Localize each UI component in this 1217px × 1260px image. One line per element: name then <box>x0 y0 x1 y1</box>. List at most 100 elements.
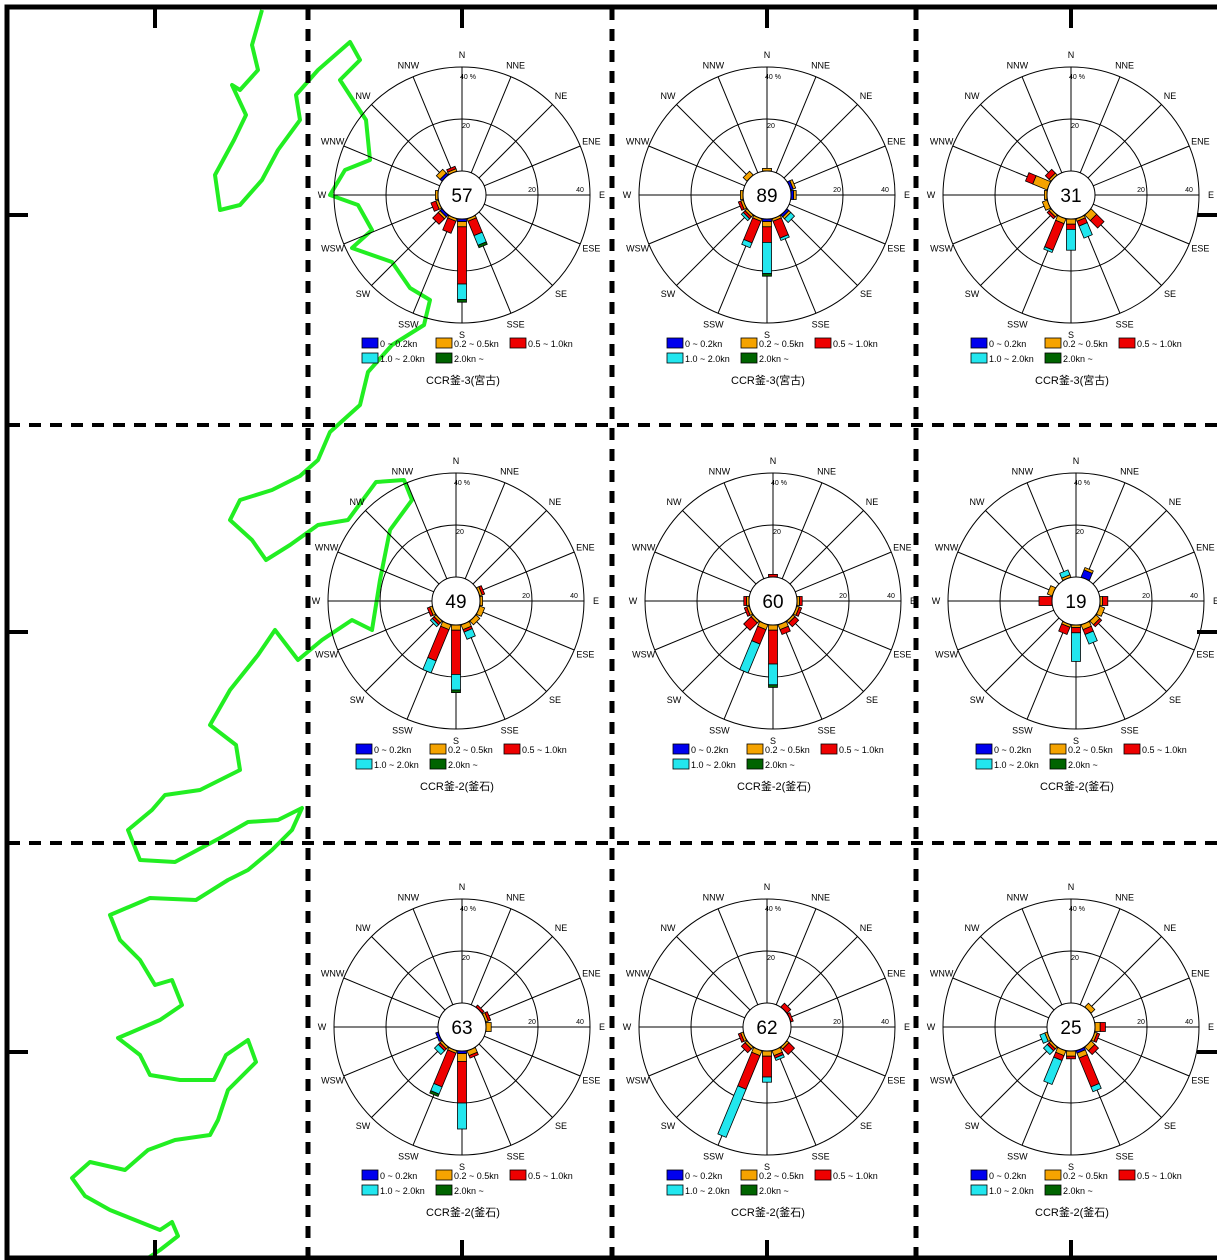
petal-S-bin2 <box>451 624 461 631</box>
ring-label: 20 <box>1137 1019 1145 1026</box>
direction-label-ENE: ENE <box>887 968 906 978</box>
petal-S-bin5 <box>768 684 778 688</box>
ring-label: 20 <box>1071 123 1079 130</box>
direction-label-SSW: SSW <box>1007 319 1028 329</box>
petal-SW-bin3 <box>740 1042 752 1054</box>
petal-SE-bin3 <box>782 1042 796 1056</box>
spoke-NW <box>371 936 446 1011</box>
spoke-NNW <box>1026 482 1068 580</box>
petal-WSW-bin4 <box>1039 1032 1049 1044</box>
calm-value: 57 <box>451 186 472 207</box>
spoke-NNE <box>775 908 817 1006</box>
coastline-path <box>70 9 432 1260</box>
petal-S-bin2 <box>768 624 778 631</box>
spoke-NW <box>676 936 751 1011</box>
petal-NW-bin3 <box>1044 168 1056 180</box>
petal-E-bin3 <box>1099 1022 1106 1032</box>
spoke-WNW <box>343 145 441 187</box>
direction-label-W: W <box>312 596 321 606</box>
calm-circle <box>742 170 792 220</box>
legend-label-4: 1.0 ~ 2.0kn <box>380 1186 425 1196</box>
direction-label-WSW: WSW <box>930 1076 953 1086</box>
legend-swatch-3 <box>1118 1169 1136 1181</box>
petal-S-bin3 <box>762 1055 772 1078</box>
direction-label-ENE: ENE <box>887 136 906 146</box>
petal-NNW-bin3 <box>446 165 457 173</box>
wind-rose-6: N NNE NE ENE E ESE SE SSE S SSW SW WSW W WNW NW NNW 20 20… <box>932 456 1217 793</box>
legend-swatch-2 <box>1049 743 1067 755</box>
petal-SSE-bin4 <box>1078 222 1093 239</box>
petal-W-bin3 <box>743 596 747 606</box>
map-grid-frame <box>4 4 1217 1260</box>
legend-label-3: 0.5 ~ 1.0kn <box>528 1171 573 1181</box>
wind-rose-7: N NNE NE ENE E ESE SE SSE S SSW SW WSW W WNW NW NNW 20 20… <box>318 882 605 1219</box>
petal-SSW-bin3 <box>427 625 450 662</box>
petal-SSW-bin3 <box>737 1051 761 1090</box>
panel-caption: CCR釜-3(宮古) <box>731 373 805 387</box>
wind-rose-panels: NNNENEENEEESESESSESSSWSWWSWWWNWNWNNW2020… <box>312 50 1217 1219</box>
legend-swatch-4 <box>666 352 684 364</box>
spoke-SE <box>1092 617 1167 692</box>
direction-label-N: N <box>459 50 466 60</box>
legend-label-4: 1.0 ~ 2.0kn <box>691 760 736 770</box>
petal-SSW-bin3 <box>433 1049 457 1088</box>
spoke-NW <box>371 104 446 179</box>
direction-label-SSE: SSE <box>818 725 836 735</box>
spoke-NE <box>783 104 858 179</box>
direction-label-E: E <box>599 1022 605 1032</box>
legend-label-1: 0 ~ 0.2kn <box>685 1171 722 1181</box>
petal-S-bin2 <box>457 1053 467 1062</box>
ring-label: 20 <box>1071 955 1079 962</box>
direction-label-NNE: NNE <box>506 61 525 71</box>
direction-label-S: S <box>453 736 459 746</box>
direction-label-NE: NE <box>555 923 568 933</box>
petal-SSW-bin4 <box>717 1085 747 1138</box>
direction-label-SSW: SSW <box>1012 725 1033 735</box>
petal-S-bin2 <box>1066 1050 1076 1057</box>
wind-rose-4: N NNE NE ENE E ESE SE SSE S SSW SW WSW W WNW NW NNW 20 20… <box>312 456 599 793</box>
direction-label-NW: NW <box>661 923 676 933</box>
legend-swatch-3 <box>814 337 832 349</box>
direction-label-SW: SW <box>350 695 365 705</box>
spoke-ENE <box>483 977 581 1019</box>
ring-label: 20 <box>462 955 470 962</box>
direction-label-SSW: SSW <box>1007 1151 1028 1161</box>
direction-label-SSE: SSE <box>1121 725 1139 735</box>
spoke-NW <box>980 104 1055 179</box>
ring-label: 20 <box>839 593 847 600</box>
legend-label-3: 0.5 ~ 1.0kn <box>833 339 878 349</box>
direction-label-N: N <box>1068 882 1075 892</box>
direction-label-NNE: NNE <box>811 61 830 71</box>
spoke-WNW <box>952 977 1050 1019</box>
direction-label-SSE: SSE <box>1116 1151 1134 1161</box>
direction-label-NNW: NNW <box>398 61 420 71</box>
spoke-ENE <box>1092 977 1190 1019</box>
panel-caption: CCR釜-2(釜石) <box>731 1205 805 1219</box>
legend-swatch-1 <box>361 337 379 349</box>
spoke-WSW <box>952 1035 1050 1077</box>
legend-swatch-5 <box>1049 758 1067 770</box>
direction-label-ESE: ESE <box>1191 1076 1209 1086</box>
legend-label-4: 1.0 ~ 2.0kn <box>685 354 730 364</box>
direction-label-WNW: WNW <box>321 968 345 978</box>
direction-label-NNW: NNW <box>1007 61 1029 71</box>
direction-label-SSW: SSW <box>398 1151 419 1161</box>
legend-swatch-4 <box>975 758 993 770</box>
direction-label-SSW: SSW <box>703 1151 724 1161</box>
petal-SW-bin4 <box>1042 1043 1055 1056</box>
spoke-NW <box>980 936 1055 1011</box>
calm-circle <box>742 1002 792 1052</box>
petal-S-bin3 <box>1066 223 1076 230</box>
spoke-NNE <box>781 482 823 580</box>
direction-label-WSW: WSW <box>935 650 958 660</box>
direction-label-SE: SE <box>1164 289 1176 299</box>
legend-swatch-5 <box>429 758 447 770</box>
direction-label-S: S <box>770 736 776 746</box>
ring-label: 20 <box>462 123 470 130</box>
petal-SSW-bin4 <box>741 238 753 249</box>
legend-label-5: 2.0kn ~ <box>454 1186 484 1196</box>
petal-ENE-bin3 <box>484 1011 492 1022</box>
petal-SE-bin3 <box>1092 617 1103 628</box>
ring-label: 20 <box>1076 529 1084 536</box>
direction-label-NE: NE <box>1164 923 1177 933</box>
